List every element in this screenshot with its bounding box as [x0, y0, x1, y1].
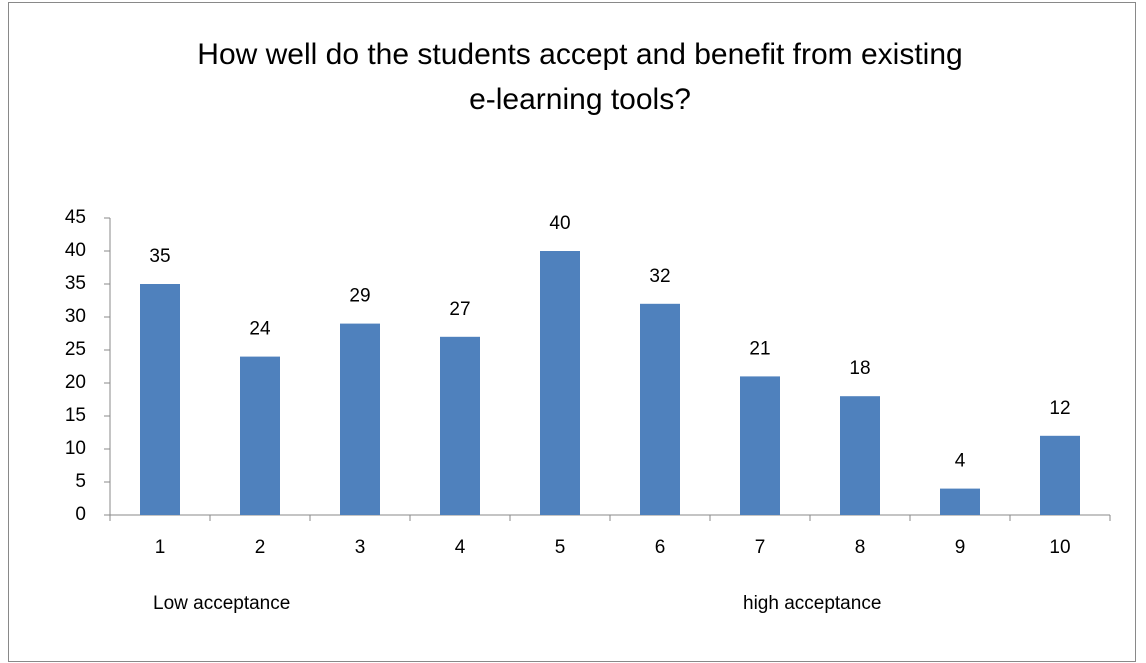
bar [840, 396, 880, 515]
x-tick-label: 8 [855, 537, 866, 558]
x-tick-label: 3 [355, 537, 366, 558]
data-label: 12 [1049, 398, 1070, 419]
y-tick-label: 40 [65, 240, 86, 261]
bar [540, 251, 580, 515]
y-tick-label: 45 [65, 207, 86, 228]
bar [640, 303, 680, 515]
y-tick-label: 5 [75, 471, 86, 492]
bar [240, 356, 280, 515]
x-tick-label: 2 [255, 537, 266, 558]
data-label: 24 [249, 319, 271, 340]
y-tick-label: 0 [75, 504, 86, 525]
chart-frame [8, 2, 1136, 662]
data-label: 4 [955, 451, 966, 472]
y-tick-label: 15 [65, 405, 86, 426]
chart-title: How well do the students accept and bene… [197, 38, 963, 116]
data-label: 35 [149, 246, 170, 267]
y-tick-label: 10 [65, 438, 86, 459]
x-tick-label: 9 [955, 537, 966, 558]
bar [440, 336, 480, 515]
bar [740, 376, 780, 515]
x-tick-label: 5 [555, 537, 566, 558]
data-label: 18 [849, 358, 870, 379]
x-tick-label: 6 [655, 537, 666, 558]
annotation: Low acceptance [153, 593, 290, 614]
bar [940, 488, 980, 515]
bar [1040, 435, 1080, 515]
x-tick-label: 4 [455, 537, 466, 558]
bar [140, 284, 180, 515]
x-tick-label: 1 [155, 537, 166, 558]
annotation: high acceptance [743, 593, 881, 614]
y-tick-label: 35 [65, 273, 86, 294]
data-label: 40 [549, 213, 570, 234]
data-label: 27 [449, 299, 470, 320]
x-tick-label: 7 [755, 537, 766, 558]
data-label: 32 [649, 266, 670, 287]
y-tick-label: 30 [65, 306, 86, 327]
y-tick-label: 25 [65, 339, 86, 360]
y-tick-label: 20 [65, 372, 86, 393]
x-tick-label: 10 [1049, 537, 1070, 558]
data-label: 29 [349, 286, 370, 307]
data-label: 21 [749, 338, 770, 359]
bar [340, 323, 380, 515]
